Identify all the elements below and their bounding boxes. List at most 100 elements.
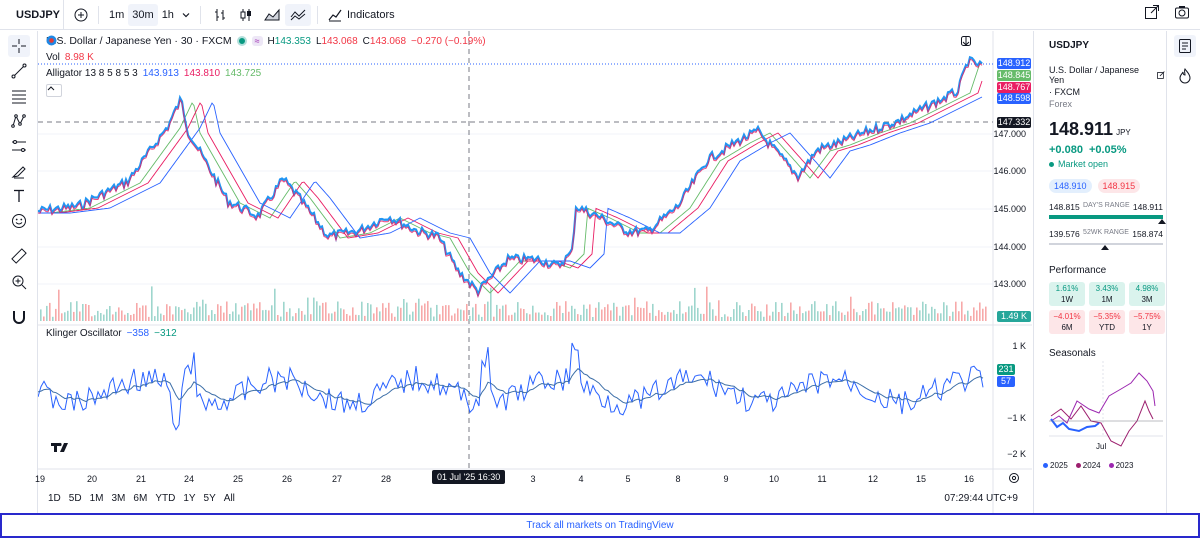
volume-bar xyxy=(148,316,150,321)
volume-bar xyxy=(751,303,753,321)
candles-style-button[interactable] xyxy=(233,4,259,26)
forecast-tool[interactable] xyxy=(8,135,30,157)
open-external-icon[interactable] xyxy=(1144,4,1160,20)
volume-bar xyxy=(679,301,681,321)
volume-bar xyxy=(409,314,411,321)
snapshot-icon[interactable] xyxy=(1174,4,1190,20)
price-line xyxy=(38,55,983,298)
indicators-button[interactable]: Indicators xyxy=(324,4,399,26)
text-tool[interactable] xyxy=(8,185,30,207)
range-1m[interactable]: 1M xyxy=(89,493,104,504)
chart-area[interactable]: U.S. Dollar / Japanese Yen · 30 · FXCM ≈… xyxy=(35,31,1032,513)
range-6m[interactable]: 6M xyxy=(133,493,148,504)
zoom-tool[interactable] xyxy=(8,271,30,293)
wk-range-row: 139.576 52WK RANGE 158.874 xyxy=(1049,229,1163,239)
legend-2025: 2025 xyxy=(1043,461,1068,470)
volume-bar xyxy=(220,305,222,321)
volume-bar xyxy=(235,303,237,321)
volume-bar xyxy=(73,311,75,321)
volume-bar xyxy=(358,315,360,321)
clock[interactable]: 07:29:44 UTC+9 xyxy=(944,493,1018,504)
volume-bar xyxy=(535,312,537,321)
volume-bar xyxy=(145,305,147,321)
range-5d[interactable]: 5D xyxy=(68,493,82,504)
panel-name[interactable]: U.S. Dollar / Japanese Yen xyxy=(1049,65,1140,85)
interval-1h[interactable]: 1h xyxy=(161,8,174,21)
seasonals-line-2025 xyxy=(1050,418,1100,433)
volume-bar xyxy=(439,314,441,321)
volume-bar xyxy=(718,300,720,321)
interval-30m[interactable]: 30m xyxy=(128,3,158,26)
volume-bar xyxy=(805,311,807,321)
volume-bar xyxy=(292,316,294,321)
perf-6m[interactable]: −4.01% 6M xyxy=(1049,310,1085,334)
time-label: 15 xyxy=(915,474,927,484)
volume-bar xyxy=(112,314,114,321)
divider xyxy=(316,5,318,24)
volume-bar xyxy=(892,302,894,321)
volume-bar xyxy=(760,311,762,321)
crosshair-tool[interactable] xyxy=(8,35,30,57)
collapse-legend-button[interactable] xyxy=(46,84,62,97)
footer-link[interactable]: Track all markets on TradingView xyxy=(526,520,674,531)
perf-ytd[interactable]: −5.35% YTD xyxy=(1089,310,1125,334)
volume-bar xyxy=(571,305,573,321)
volume-bar xyxy=(730,317,732,321)
perf-3m[interactable]: 4.98% 3M xyxy=(1129,282,1165,306)
perf-label: 1Y xyxy=(1142,323,1152,332)
settings-icon[interactable] xyxy=(1008,472,1020,484)
fib-tool[interactable] xyxy=(8,85,30,107)
range-5y[interactable]: 5Y xyxy=(203,493,216,504)
maximize-icon[interactable] xyxy=(960,35,972,47)
footer-banner[interactable]: Track all markets on TradingView xyxy=(0,513,1200,538)
perf-1y[interactable]: −5.75% 1Y xyxy=(1129,310,1165,334)
range-1d[interactable]: 1D xyxy=(48,493,61,504)
volume-bar xyxy=(229,314,231,321)
volume-bar xyxy=(121,310,123,321)
volume-bar xyxy=(832,305,834,321)
volume-bar xyxy=(181,310,183,321)
volume-bar xyxy=(472,307,474,321)
seasonals-chart[interactable]: Jul xyxy=(1049,361,1163,456)
volume-bar xyxy=(925,304,927,321)
volume-bar xyxy=(250,310,252,321)
compare-style-button[interactable] xyxy=(284,3,311,26)
volume-bar xyxy=(400,307,402,321)
brush-tool[interactable] xyxy=(8,160,30,182)
pattern-tool[interactable] xyxy=(8,110,30,132)
volume-bar xyxy=(526,313,528,321)
zoom-in-icon xyxy=(12,275,27,290)
area-style-button[interactable] xyxy=(259,4,285,26)
volume-bar xyxy=(493,316,495,321)
volume-bar xyxy=(517,302,519,321)
interval-dropdown[interactable] xyxy=(178,4,194,26)
chart-canvas[interactable] xyxy=(38,31,1032,513)
volume-bar xyxy=(343,309,345,321)
perf-1m[interactable]: 3.43% 1M xyxy=(1089,282,1125,306)
ruler-tool[interactable] xyxy=(8,245,30,267)
volume-bar xyxy=(172,314,174,321)
volume-bar xyxy=(103,314,105,321)
symbol-search[interactable]: USDJPY xyxy=(0,0,64,30)
external-link-icon[interactable] xyxy=(1157,71,1165,79)
magnet-tool[interactable] xyxy=(8,306,30,328)
alligator-wave-icon[interactable]: ≈ xyxy=(251,36,263,46)
emoji-tool[interactable] xyxy=(8,210,30,232)
volume-bar xyxy=(622,306,624,321)
trend-line-tool[interactable] xyxy=(8,60,30,82)
close-value: 143.068 xyxy=(369,35,407,47)
add-symbol-button[interactable] xyxy=(70,4,92,26)
range-all[interactable]: All xyxy=(223,493,235,504)
volume-bar xyxy=(49,302,51,321)
perf-1w[interactable]: 1.61% 1W xyxy=(1049,282,1085,306)
volume-bar xyxy=(763,316,765,321)
range-ytd[interactable]: YTD xyxy=(155,493,176,504)
range-1y[interactable]: 1Y xyxy=(183,493,196,504)
range-3m[interactable]: 3M xyxy=(111,493,126,504)
hotlist-tab[interactable] xyxy=(1174,65,1196,87)
interval-1m[interactable]: 1m xyxy=(109,8,125,21)
klinger-signal: −312 xyxy=(154,328,177,339)
bars-style-button[interactable] xyxy=(207,4,233,26)
volume-bar xyxy=(274,288,276,321)
details-tab[interactable] xyxy=(1174,35,1196,57)
